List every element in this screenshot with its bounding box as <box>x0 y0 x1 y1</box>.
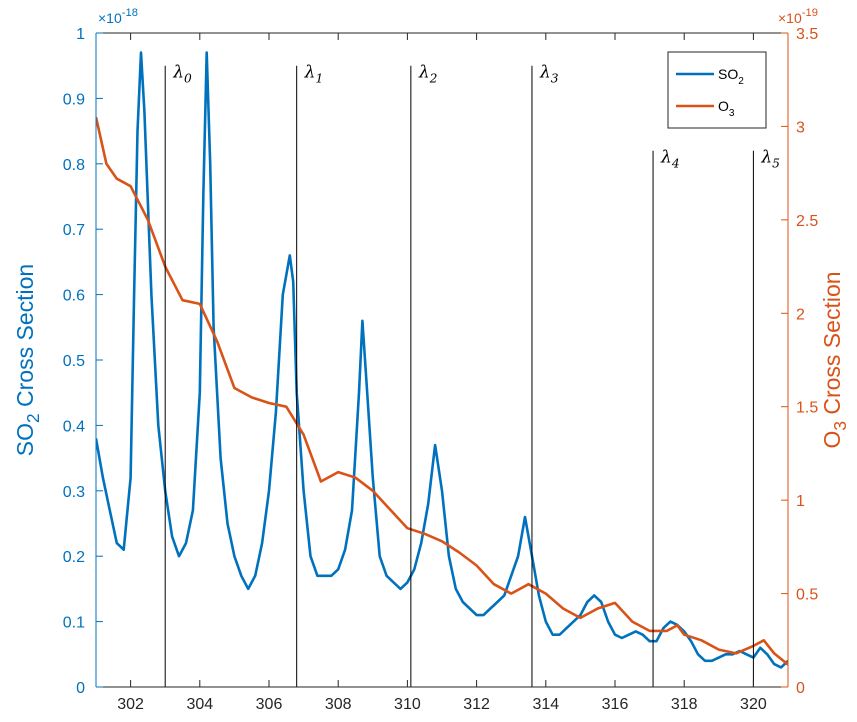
right-axis-title: O3 Cross Section <box>819 271 850 448</box>
right-tick-label-0: 0 <box>796 680 805 697</box>
right-axis-title-main: O <box>819 431 845 449</box>
left-tick-label-0: 0 <box>76 680 85 697</box>
right-tick-label-4: 2 <box>796 306 805 323</box>
left-tick-label-9: 0.9 <box>63 91 85 108</box>
left-tick-label-10: 1 <box>76 26 85 43</box>
lambda-label-2: λ2 <box>418 63 438 86</box>
left-axis-title-rest: Cross Section <box>12 264 38 414</box>
right-tick-label-5: 2.5 <box>796 213 818 230</box>
left-axis-exponent: ×10-18 <box>98 7 138 26</box>
x-tick-label-316: 316 <box>602 696 629 713</box>
legend-label-so2: SO2 <box>718 66 744 87</box>
series-layer <box>96 51 788 669</box>
lambda-label-4-sub: 4 <box>671 157 680 171</box>
lambda-label-1-sub: 1 <box>315 72 323 86</box>
x-tick-label-314: 314 <box>532 696 559 713</box>
left-tick-label-4: 0.4 <box>63 418 85 435</box>
right-tick-label-6: 3 <box>796 119 805 136</box>
right-tick-label-3: 1.5 <box>796 400 818 417</box>
left-tick-label-6: 0.6 <box>63 288 85 305</box>
right-tick-label-7: 3.5 <box>796 26 818 43</box>
lambda-label-5-sub: 5 <box>772 157 780 171</box>
left-tick-label-8: 0.8 <box>63 157 85 174</box>
x-tick-label-320: 320 <box>740 696 767 713</box>
lambda-label-0: λ0 <box>172 63 192 86</box>
left-tick-label-5: 0.5 <box>63 353 85 370</box>
x-tick-label-306: 306 <box>256 696 283 713</box>
lambda-label-5-main: λ <box>760 148 772 168</box>
left-axis-title-main: SO <box>12 423 38 456</box>
series-line-o3 <box>96 116 788 666</box>
lambda-label-0-sub: 0 <box>184 72 192 86</box>
lambda-label-2-main: λ <box>418 63 430 83</box>
right-axis-exponent-power: -19 <box>802 7 818 19</box>
x-tick-label-310: 310 <box>394 696 421 713</box>
x-tick-label-304: 304 <box>186 696 213 713</box>
left-axis-exponent-base: ×10 <box>98 10 122 26</box>
right-axis-title-sub: 3 <box>830 421 850 431</box>
left-axis-exponent-power: -18 <box>122 7 138 19</box>
left-tick-label-3: 0.3 <box>63 484 85 501</box>
right-axis-exponent: ×10-19 <box>778 7 818 26</box>
right-axis-title-group: O3 Cross Section <box>819 271 850 448</box>
left-axis-title-sub: 2 <box>23 413 43 423</box>
legend-label-o3-main: O <box>718 98 729 114</box>
left-axis-title: SO2 Cross Section <box>12 264 43 456</box>
series-line-so2 <box>96 51 788 669</box>
axes: 302 304 306 308 310 312 314 316 318 32000.10.20.3… <box>12 7 850 713</box>
lambda-label-2-sub: 2 <box>429 72 438 86</box>
right-tick-label-1: 0.5 <box>796 587 818 604</box>
x-tick-label-302: 302 <box>117 696 144 713</box>
lambda-label-3-main: λ <box>539 63 551 83</box>
lambda-label-4-main: λ <box>660 148 672 168</box>
right-tick-label-2: 1 <box>796 493 805 510</box>
left-tick-label-2: 0.2 <box>63 549 85 566</box>
legend-label-o3-sub: 3 <box>729 108 735 119</box>
left-axis-title-group: SO2 Cross Section <box>12 264 43 456</box>
lambda-label-1-main: λ <box>304 63 316 83</box>
legend-label-so2-main: SO <box>718 66 738 82</box>
legend-box <box>667 51 767 129</box>
lambda-label-3-sub: 3 <box>551 72 559 86</box>
lambda-label-0-main: λ <box>172 63 184 83</box>
x-tick-label-312: 312 <box>463 696 490 713</box>
right-axis-title-rest: Cross Section <box>819 271 845 421</box>
lambda-label-4: λ4 <box>660 148 680 171</box>
left-tick-label-7: 0.7 <box>63 222 85 239</box>
x-tick-label-308: 308 <box>325 696 352 713</box>
right-axis-exponent-base: ×10 <box>778 10 802 26</box>
lambda-label-1: λ1 <box>304 63 324 86</box>
left-tick-label-1: 0.1 <box>63 615 85 632</box>
legend-label-o3: O3 <box>718 98 735 119</box>
lambda-label-5: λ5 <box>760 148 780 171</box>
lambda-label-3: λ3 <box>539 63 559 86</box>
legend-label-so2-sub: 2 <box>738 76 744 87</box>
x-tick-label-318: 318 <box>671 696 698 713</box>
